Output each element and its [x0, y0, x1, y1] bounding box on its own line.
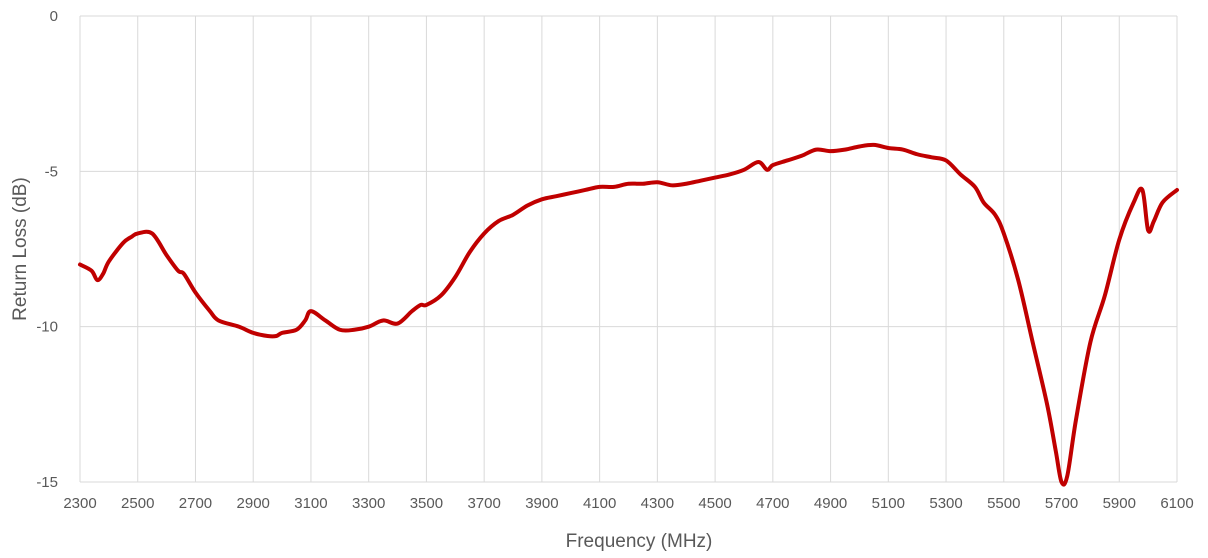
x-tick-label: 6100	[1160, 495, 1193, 512]
x-tick-label: 4100	[583, 495, 616, 512]
x-tick-label: 3500	[410, 495, 443, 512]
y-tick-label: 0	[50, 8, 58, 25]
x-tick-label: 2300	[63, 495, 96, 512]
x-tick-label: 5900	[1103, 495, 1136, 512]
x-axis-tick-labels: 2300 2500 2700 2900 3100 3300 3500 3700 3900 4100…	[63, 495, 1193, 512]
x-tick-label: 5300	[929, 495, 962, 512]
x-tick-label: 2500	[121, 495, 154, 512]
x-tick-label: 5700	[1045, 495, 1078, 512]
x-tick-label: 5100	[872, 495, 905, 512]
vertical-gridlines	[79, 16, 1178, 482]
x-tick-label: 4300	[641, 495, 674, 512]
horizontal-gridlines	[80, 15, 1177, 483]
x-tick-label: 2700	[179, 495, 212, 512]
y-tick-label: -5	[45, 163, 58, 180]
x-tick-label: 3300	[352, 495, 385, 512]
series-layer	[78, 142, 1179, 487]
y-axis-title: Return Loss (dB)	[10, 177, 31, 321]
x-axis-title: Frequency (MHz)	[566, 531, 713, 552]
x-tick-label: 2900	[237, 495, 270, 512]
y-axis-tick-labels: 0 -5 -10 -15	[36, 8, 58, 491]
y-tick-label: -15	[36, 474, 58, 491]
x-tick-label: 5500	[987, 495, 1020, 512]
y-tick-label: -10	[36, 319, 58, 336]
x-tick-label: 3900	[525, 495, 558, 512]
x-tick-label: 3100	[294, 495, 327, 512]
x-tick-label: 3700	[467, 495, 500, 512]
return-loss-series-line	[78, 142, 1179, 487]
x-tick-label: 4900	[814, 495, 847, 512]
x-tick-label: 4700	[756, 495, 789, 512]
x-tick-label: 4500	[698, 495, 731, 512]
